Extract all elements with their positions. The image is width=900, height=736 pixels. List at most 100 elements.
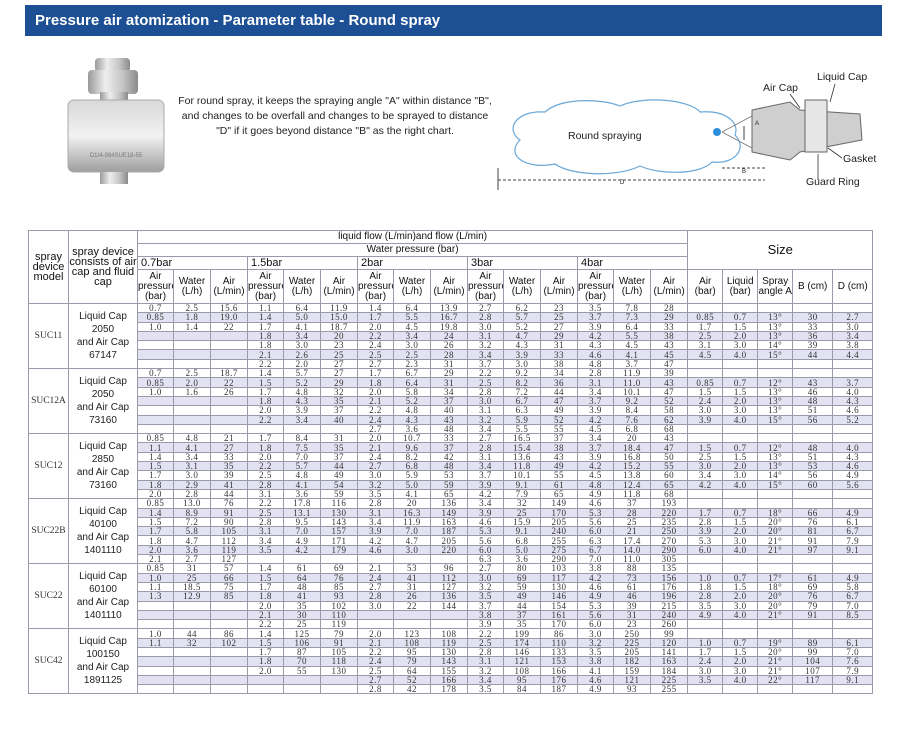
data-cell: 1.1 — [137, 442, 174, 453]
data-cell: 3.0 — [283, 340, 321, 351]
data-cell: 6.8 — [393, 461, 431, 472]
data-row: 2.2 2.0 27 2.7 2.3 31 3.7 3.0 38 4.8 3.7 47 — [29, 358, 874, 370]
data-cell: 68 — [649, 488, 689, 500]
data-cell: 88 — [613, 563, 651, 574]
data-cell: 2.8 — [687, 591, 724, 602]
data-cell: 33 — [792, 321, 834, 332]
data-cell: 37 — [540, 433, 578, 444]
data-cell: 119 — [320, 619, 358, 630]
data-cell: 39 — [649, 368, 689, 379]
data-cell: 10.7 — [393, 433, 431, 444]
data-cell — [687, 302, 724, 314]
data-cell: 205 — [540, 516, 578, 528]
data-cell: 205 — [613, 646, 651, 658]
data-cell — [722, 433, 759, 444]
data-cell — [320, 553, 358, 565]
data-cell: 0.7 — [722, 572, 759, 583]
data-cell: 193 — [649, 498, 689, 509]
data-cell: 43 — [649, 433, 689, 444]
pressure-header: 3bar — [467, 256, 578, 270]
data-cell: 4.1 — [613, 349, 651, 360]
data-cell: 215 — [649, 600, 689, 611]
data-cell: 136 — [430, 591, 468, 602]
data-cell: 2.7 — [832, 312, 874, 323]
data-cell: 3.8 — [577, 563, 614, 574]
data-cell: 1.5 — [722, 451, 759, 463]
data-cell: 2.2 — [247, 461, 284, 472]
data-cell: 5.2 — [393, 395, 431, 407]
data-cell: 2.5 — [393, 349, 431, 360]
data-cell — [757, 368, 794, 379]
data-cell: 5.8 — [173, 526, 211, 537]
data-row: SUC12A Liquid Cap 2050 and Air Cap 73160 0.7 2… — [28, 368, 874, 435]
data-cell: 1.7 — [247, 433, 284, 444]
data-cell: 24 — [430, 330, 468, 342]
data-cell: 0.7 — [137, 368, 174, 379]
data-cell: 121 — [613, 674, 651, 686]
data-cell: 4.2 — [357, 535, 394, 546]
data-cell: 6.0 — [687, 544, 724, 556]
data-cell: 96 — [430, 563, 468, 574]
data-cell: 3.2 — [577, 637, 614, 649]
data-cell: 11.9 — [393, 516, 431, 528]
data-cell — [792, 619, 834, 630]
data-cell: 8.2 — [393, 451, 431, 463]
data-cell: 29 — [430, 368, 468, 379]
data-cell — [687, 553, 724, 565]
data-cell: 3.4 — [467, 349, 504, 360]
data-cell: 7.3 — [613, 312, 651, 323]
device-line: Liquid Cap — [79, 376, 127, 388]
data-cell — [210, 358, 248, 370]
data-cell — [247, 553, 284, 565]
data-cell: 21 — [613, 526, 651, 537]
device-line: Liquid Cap — [79, 311, 127, 323]
data-cell — [210, 674, 248, 686]
data-cell: 43 — [540, 451, 578, 463]
data-cell: 3.4 — [467, 498, 504, 509]
data-cell — [210, 405, 248, 416]
data-cell: 146 — [503, 646, 541, 658]
data-cell: 21° — [757, 656, 794, 667]
data-cell: 32 — [320, 386, 358, 397]
data-cell: 7.2 — [173, 516, 211, 528]
data-cell: 2.4 — [357, 451, 394, 463]
data-cell — [430, 619, 468, 630]
data-cell: 0.85 — [687, 312, 724, 323]
data-cell: 0.7 — [137, 302, 174, 314]
data-cell: 34 — [540, 368, 578, 379]
data-cell: 4.6 — [577, 498, 614, 509]
data-cell: 49 — [503, 591, 541, 602]
device-line: 1401110 — [84, 545, 122, 557]
data-row: 1.7 3.0 39 2.5 4.8 49 3.0 5.9 53 3.7 10.1 55 4.5 13.8… — [29, 470, 874, 481]
data-cell: 4.3 — [393, 414, 431, 425]
data-cell: 49 — [320, 470, 358, 481]
data-cell: 4.6 — [357, 544, 394, 556]
data-cell: 10.1 — [503, 470, 541, 481]
data-cell: 22 — [393, 600, 431, 611]
data-cell: 1.5 — [247, 572, 284, 583]
data-cell: 56 — [792, 414, 834, 425]
data-cell — [792, 488, 834, 500]
data-cell: 9.1 — [832, 674, 874, 686]
data-cell: 6.4 — [393, 377, 431, 388]
data-cell: 105 — [320, 646, 358, 658]
data-cell — [757, 563, 794, 574]
data-cell: 220 — [649, 507, 689, 518]
data-cell: 7.6 — [832, 656, 874, 667]
device-line: 67147 — [89, 350, 117, 362]
data-cell: 4.8 — [577, 479, 614, 490]
data-cell: 108 — [393, 637, 431, 649]
data-cell: 62 — [649, 414, 689, 425]
data-cell: 26 — [430, 340, 468, 351]
data-cell: 5.6 — [467, 535, 504, 546]
data-cell — [357, 619, 394, 630]
data-cell: 18.4 — [613, 442, 651, 453]
data-cell — [173, 646, 211, 658]
data-cell: 187 — [430, 526, 468, 537]
data-cell: 79 — [320, 628, 358, 639]
data-cell: 8.4 — [283, 433, 321, 444]
data-cell: 95 — [503, 674, 541, 686]
data-cell: 11.8 — [613, 488, 651, 500]
device-line: Liquid Cap — [79, 636, 127, 648]
data-cell: 28 — [613, 507, 651, 518]
